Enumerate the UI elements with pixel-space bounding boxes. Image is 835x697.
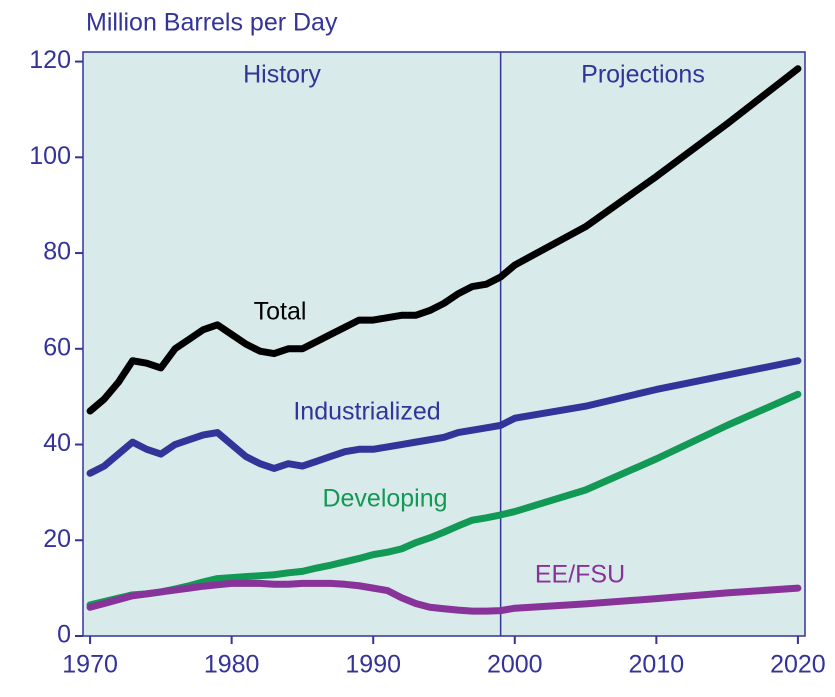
series-line xyxy=(86,65,802,415)
series-label: EE/FSU xyxy=(535,561,625,589)
y-tick-label: 0 xyxy=(57,621,71,649)
x-tick-label: 1970 xyxy=(62,651,118,679)
y-axis-title: Million Barrels per Day xyxy=(86,9,338,37)
x-tick-label: 2020 xyxy=(770,651,826,679)
plot-area xyxy=(82,51,806,637)
series-label: Developing xyxy=(322,485,447,513)
series-line xyxy=(86,579,802,615)
series-label: Industrialized xyxy=(293,398,440,426)
annotation: History xyxy=(243,61,321,89)
y-tick-label: 80 xyxy=(43,238,71,266)
y-tick-label: 60 xyxy=(43,333,71,361)
x-tick-label: 1980 xyxy=(204,651,260,679)
x-tick-label: 2000 xyxy=(487,651,543,679)
series-line xyxy=(86,357,802,477)
y-tick-label: 40 xyxy=(43,429,71,457)
series-label: Total xyxy=(254,298,307,326)
y-tick-label: 120 xyxy=(29,46,71,74)
y-tick-label: 20 xyxy=(43,525,71,553)
x-tick-label: 2010 xyxy=(629,651,685,679)
x-tick-label: 1990 xyxy=(345,651,401,679)
annotation: Projections xyxy=(581,61,705,89)
y-tick-label: 100 xyxy=(29,142,71,170)
